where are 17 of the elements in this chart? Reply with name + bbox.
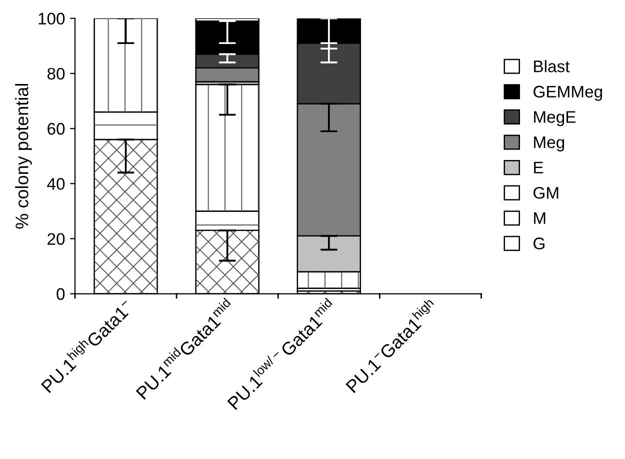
legend-label: E (534, 162, 544, 174)
legend-label: M (534, 212, 546, 224)
legend-label: Blast (534, 60, 570, 72)
legend-label: GM (534, 186, 558, 199)
y-tick-label: 60 (48, 122, 65, 135)
legend-label: Meg (534, 136, 564, 152)
legend-label: G (534, 238, 544, 250)
x-tick-label: PU.1$^{high}$Gata1$^{−}$ (40, 300, 129, 394)
legend-label: MegE (534, 111, 576, 126)
y-tick-label: 20 (48, 233, 65, 245)
y-tick-label: 80 (47, 68, 65, 80)
y-tick-label: 100 (38, 12, 65, 25)
legend-label: GEMMeg (534, 86, 602, 101)
y-tick-label: 40 (47, 178, 65, 190)
y-axis-title: % colony potential (15, 84, 32, 229)
y-tick-label: 0 (56, 288, 65, 300)
x-tick-label: PU.1$^{−}$Gata1$^{high}$ (343, 298, 439, 394)
